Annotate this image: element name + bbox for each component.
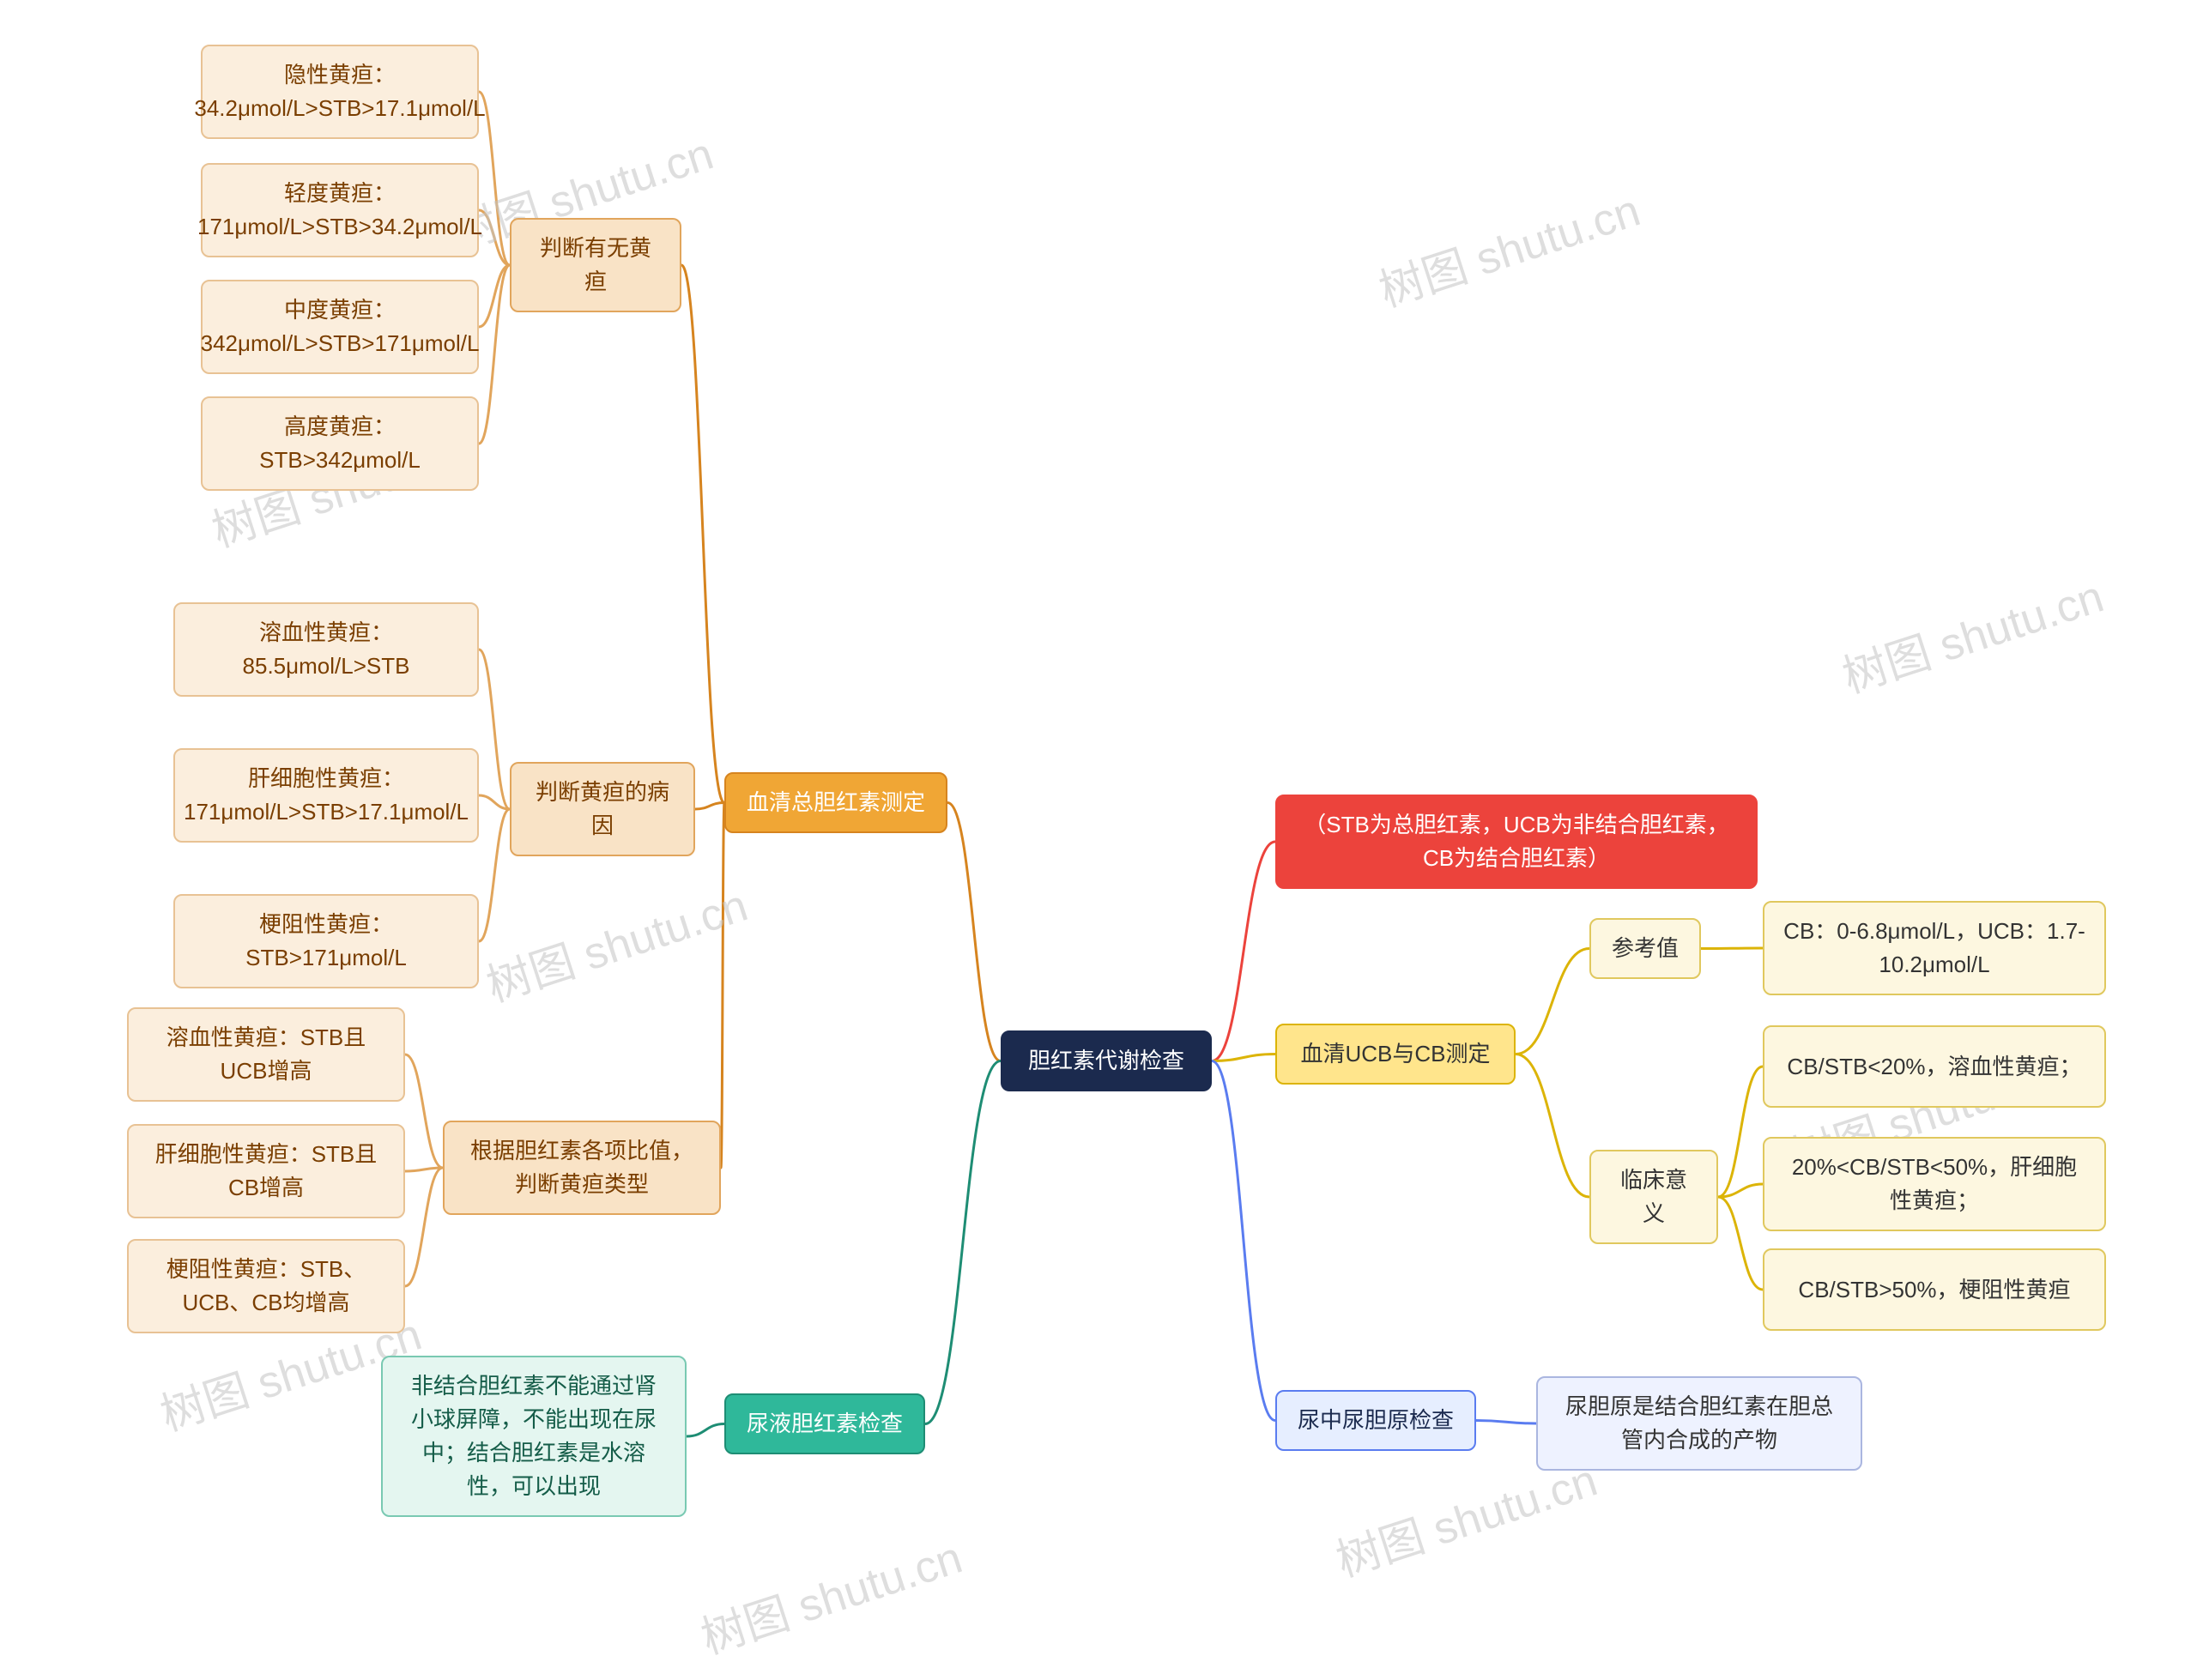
edge-l_or_sub2-l_or_sub2_c — [479, 809, 510, 941]
edge-l_or_sub3-l_or_sub3_b — [405, 1168, 443, 1171]
node-l_orange: 血清总胆红素测定 — [724, 772, 947, 833]
node-r_yel_cli_1: CB/STB<20%，溶血性黄疸； — [1763, 1025, 2106, 1108]
edge-l_or_sub2-l_or_sub2_b — [479, 795, 510, 809]
edge-center-l_green — [925, 1061, 1001, 1424]
edge-l_or_sub3-l_or_sub3_a — [405, 1055, 443, 1168]
edge-r_yel-r_yel_cli — [1516, 1055, 1589, 1198]
edge-r_yel-r_yel_ref — [1516, 949, 1589, 1055]
node-l_or_sub1: 判断有无黄疸 — [510, 218, 681, 312]
edge-r_yel_cli-r_yel_cli_2 — [1718, 1184, 1763, 1197]
edge-l_or_sub2-l_or_sub2_a — [479, 650, 510, 809]
edge-r_blue-r_blue_desc — [1476, 1421, 1536, 1424]
edge-r_yel_ref-r_yel_ref_v — [1701, 948, 1763, 949]
node-l_or_sub3_c: 梗阻性黄疸：STB、UCB、CB均增高 — [127, 1239, 405, 1333]
node-l_or_sub2: 判断黄疸的病因 — [510, 762, 695, 856]
node-l_or_sub2_a: 溶血性黄疸：85.5μmol/L>STB — [173, 602, 479, 697]
node-r_yel_cli: 临床意义 — [1589, 1150, 1718, 1244]
edge-l_green-l_green_d — [687, 1424, 724, 1437]
node-l_or_sub1_c: 中度黄疸：342μmol/L>STB>171μmol/L — [201, 280, 479, 374]
node-l_or_sub2_c: 梗阻性黄疸：STB>171μmol/L — [173, 894, 479, 988]
node-l_or_sub3: 根据胆红素各项比值，判断黄疸类型 — [443, 1121, 721, 1215]
node-l_or_sub1_d: 高度黄疸：STB>342μmol/L — [201, 396, 479, 491]
edge-r_yel_cli-r_yel_cli_3 — [1718, 1197, 1763, 1290]
node-r_yel: 血清UCB与CB测定 — [1275, 1024, 1516, 1085]
edge-l_or_sub3-l_or_sub3_c — [405, 1168, 443, 1286]
watermark: 树图 shutu.cn — [692, 1521, 969, 1666]
edge-center-r_yel — [1212, 1055, 1275, 1061]
watermark: 树图 shutu.cn — [1370, 174, 1647, 319]
node-r_yel_ref_v: CB：0-6.8μmol/L，UCB：1.7-10.2μmol/L — [1763, 901, 2106, 995]
node-l_or_sub3_b: 肝细胞性黄疸：STB且CB增高 — [127, 1124, 405, 1218]
edge-l_orange-l_or_sub1 — [681, 265, 724, 803]
node-r_blue: 尿中尿胆原检查 — [1275, 1390, 1476, 1451]
node-r_yel_cli_2: 20%<CB/STB<50%，肝细胞性黄疸； — [1763, 1137, 2106, 1231]
edge-center-r_blue — [1212, 1061, 1275, 1421]
watermark: 树图 shutu.cn — [477, 869, 754, 1014]
edge-r_yel_cli-r_yel_cli_1 — [1718, 1067, 1763, 1197]
edge-l_orange-l_or_sub3 — [721, 803, 724, 1169]
node-r_blue_desc: 尿胆原是结合胆红素在胆总管内合成的产物 — [1536, 1376, 1862, 1471]
node-r_yel_ref: 参考值 — [1589, 918, 1701, 979]
edge-center-r_red — [1212, 842, 1275, 1061]
edge-l_or_sub1-l_or_sub1_d — [479, 265, 510, 444]
node-center: 胆红素代谢检查 — [1001, 1030, 1212, 1091]
node-l_or_sub3_a: 溶血性黄疸：STB且UCB增高 — [127, 1007, 405, 1102]
node-r_yel_cli_3: CB/STB>50%，梗阻性黄疸 — [1763, 1248, 2106, 1331]
edge-center-l_orange — [947, 803, 1001, 1061]
edge-l_orange-l_or_sub2 — [695, 803, 724, 810]
node-l_green_d: 非结合胆红素不能通过肾小球屏障，不能出现在尿中；结合胆红素是水溶性，可以出现 — [381, 1356, 687, 1517]
node-l_or_sub1_a: 隐性黄疸：34.2μmol/L>STB>17.1μmol/L — [201, 45, 479, 139]
node-l_or_sub1_b: 轻度黄疸：171μmol/L>STB>34.2μmol/L — [201, 163, 479, 257]
node-l_or_sub2_b: 肝细胞性黄疸：171μmol/L>STB>17.1μmol/L — [173, 748, 479, 843]
node-l_green: 尿液胆红素检查 — [724, 1393, 925, 1454]
node-r_red: （STB为总胆红素，UCB为非结合胆红素，CB为结合胆红素） — [1275, 795, 1758, 889]
edge-l_or_sub1-l_or_sub1_c — [479, 265, 510, 327]
watermark: 树图 shutu.cn — [1833, 560, 2110, 705]
